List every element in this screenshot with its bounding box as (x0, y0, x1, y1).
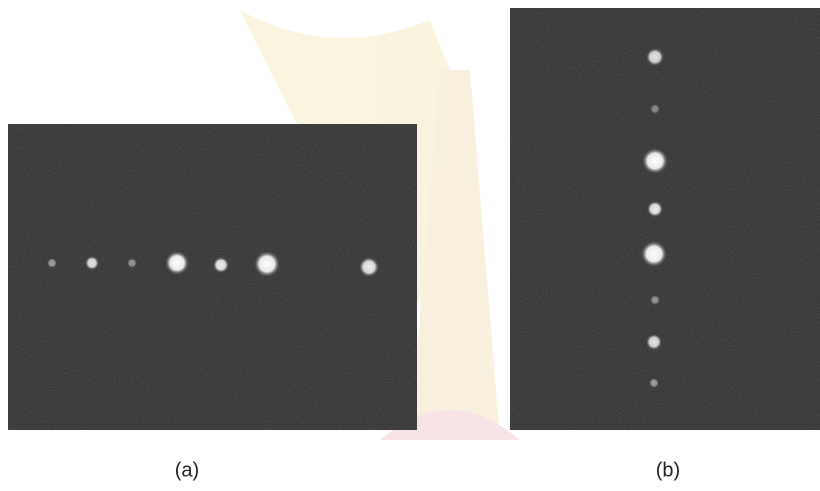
page: {"figure": {"panels": [{"label": "(a)"},… (0, 0, 820, 491)
panel-a-noise (8, 124, 417, 430)
spot (213, 257, 229, 273)
spot (647, 201, 663, 217)
spot (85, 256, 99, 270)
spot (642, 148, 668, 174)
spot (165, 251, 189, 275)
spot (650, 295, 660, 305)
spot (254, 251, 280, 277)
panel-label: (b) (656, 459, 680, 481)
spot (646, 334, 662, 350)
spot (359, 257, 379, 277)
spot (47, 258, 57, 268)
panel-label: (a) (175, 459, 199, 481)
figure: (a) (b) (0, 0, 820, 491)
spot (127, 258, 137, 268)
spot (649, 378, 659, 388)
spot (641, 241, 667, 267)
spot (650, 104, 660, 114)
spot (646, 48, 664, 66)
panel-b-noise (510, 8, 820, 430)
